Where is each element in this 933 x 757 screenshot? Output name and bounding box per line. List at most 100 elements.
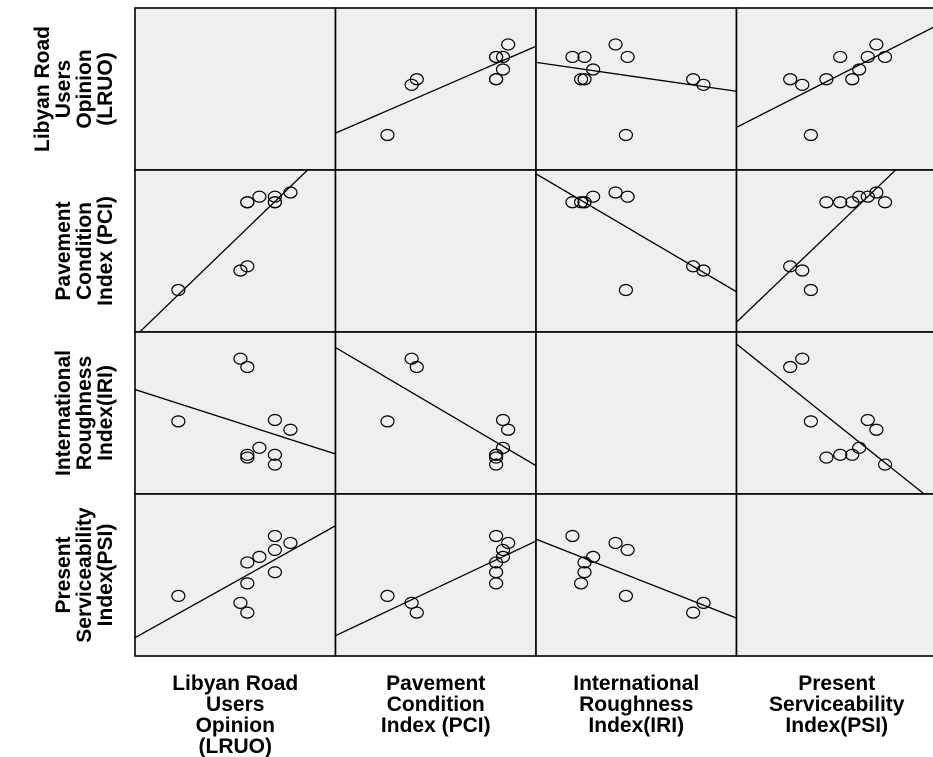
panel-background	[335, 332, 536, 494]
data-point	[860, 190, 875, 203]
data-point	[489, 451, 504, 464]
svg-text:Libyan RoadUsersOpinion(LRUO): Libyan RoadUsersOpinion(LRUO)	[31, 26, 117, 152]
panel-pci-vs-lruo	[134, 169, 337, 333]
data-point	[618, 128, 634, 142]
panel-background	[736, 332, 933, 494]
data-point	[267, 448, 283, 461]
panel-background	[335, 494, 536, 656]
panel-psi-vs-iri	[535, 493, 738, 657]
data-point	[233, 352, 248, 365]
panel-background	[736, 170, 933, 332]
data-point	[783, 73, 798, 86]
data-point	[869, 186, 884, 199]
data-point	[686, 260, 701, 273]
fit-line	[536, 538, 737, 619]
data-point	[795, 78, 810, 91]
data-point	[845, 73, 860, 86]
data-point	[852, 190, 867, 203]
fit-line	[736, 26, 933, 128]
data-point	[501, 423, 516, 436]
data-point	[283, 423, 298, 436]
data-point	[620, 543, 635, 557]
panel-border	[735, 493, 933, 657]
data-point	[240, 606, 255, 619]
row-label-psi: PresentServiceabilityIndex(PSI)	[52, 507, 117, 643]
data-point	[404, 596, 419, 609]
data-point	[833, 448, 848, 461]
data-point	[833, 50, 848, 64]
data-point	[267, 529, 283, 543]
data-point	[565, 529, 580, 543]
data-point	[577, 196, 592, 209]
data-point	[267, 566, 283, 579]
data-point	[803, 283, 818, 297]
fit-line	[135, 525, 336, 639]
panel-background	[335, 170, 536, 332]
panel-background	[135, 332, 336, 494]
data-point	[252, 190, 267, 203]
data-point	[877, 50, 893, 64]
panel-pci-vs-iri	[535, 169, 738, 333]
data-point	[620, 190, 635, 203]
panel-lruo-vs-psi	[735, 7, 933, 171]
data-point	[495, 63, 511, 76]
data-point	[803, 415, 818, 428]
panel-background	[736, 8, 933, 170]
panel-psi-vs-pci	[334, 493, 537, 657]
panel-background	[736, 494, 933, 656]
data-point	[240, 577, 255, 590]
data-point	[577, 566, 592, 579]
data-point	[171, 415, 186, 428]
svg-text:InternationalRoughnessIndex(IR: InternationalRoughnessIndex(IRI)	[52, 350, 117, 476]
data-point	[608, 38, 623, 51]
fit-line	[335, 45, 536, 134]
data-point	[489, 448, 504, 461]
data-point	[495, 413, 511, 427]
data-point	[240, 260, 255, 273]
data-point	[565, 196, 580, 209]
data-point	[608, 186, 623, 199]
data-point	[833, 196, 848, 209]
data-point	[877, 196, 893, 209]
data-point	[489, 529, 504, 543]
fit-line	[135, 388, 336, 455]
data-point	[860, 413, 875, 427]
data-point	[240, 360, 255, 374]
panel-iri-vs-pci	[334, 331, 537, 495]
data-point	[618, 283, 634, 297]
data-point	[852, 63, 867, 76]
data-point	[489, 458, 504, 471]
data-point	[240, 448, 255, 461]
panel-lruo-vs-lruo	[134, 7, 337, 171]
data-point	[489, 566, 504, 579]
data-point	[283, 536, 298, 550]
data-point	[501, 38, 516, 51]
data-point	[409, 360, 424, 374]
fit-line	[536, 61, 737, 92]
fit-line	[736, 170, 897, 323]
data-point	[501, 536, 516, 550]
data-point	[577, 73, 592, 86]
panel-psi-vs-psi	[735, 493, 933, 657]
data-point	[573, 577, 589, 590]
data-point	[686, 606, 701, 619]
data-point	[409, 606, 424, 619]
data-point	[240, 196, 255, 209]
data-point	[489, 50, 504, 64]
data-point	[240, 451, 255, 464]
data-point	[819, 196, 834, 209]
data-point	[495, 550, 511, 563]
data-point	[489, 73, 504, 86]
row-label-lruo: Libyan RoadUsersOpinion(LRUO)	[31, 26, 117, 152]
fit-line	[335, 540, 536, 637]
data-point	[252, 441, 267, 454]
row-label-iri: InternationalRoughnessIndex(IRI)	[52, 350, 117, 476]
panel-background	[135, 8, 336, 170]
panel-background	[536, 332, 737, 494]
data-point	[795, 352, 810, 365]
panel-background	[536, 170, 737, 332]
data-point	[267, 413, 283, 427]
data-point	[267, 196, 283, 209]
data-point	[267, 543, 283, 557]
